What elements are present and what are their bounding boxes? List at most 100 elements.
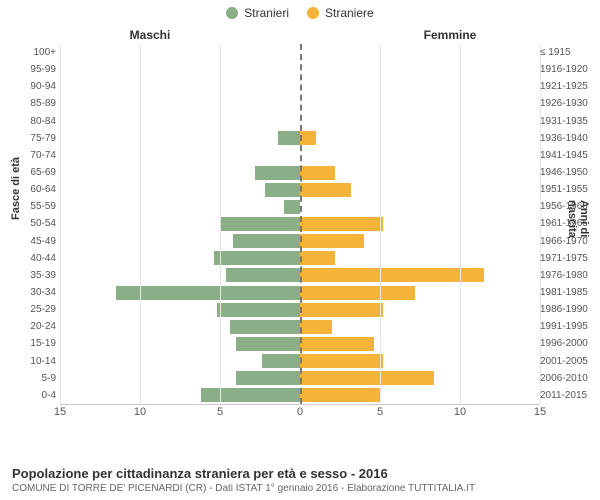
y-tick-age: 95-99 xyxy=(22,61,56,78)
y-tick-birth: 1951-1955 xyxy=(540,181,598,198)
bar-female xyxy=(300,337,374,351)
y-tick-birth: 1996-2000 xyxy=(540,335,598,352)
y-axis-left-title: Fasce di età xyxy=(10,157,22,220)
x-axis-line xyxy=(60,404,540,405)
y-tick-birth: 1966-1970 xyxy=(540,233,598,250)
y-tick-age: 10-14 xyxy=(22,353,56,370)
y-tick-birth: 1981-1985 xyxy=(540,284,598,301)
bar-male xyxy=(220,217,300,231)
legend-label-female: Straniere xyxy=(325,6,374,20)
bar-male xyxy=(226,268,300,282)
population-pyramid-chart: Stranieri Straniere Maschi Femmine Fasce… xyxy=(0,0,600,500)
legend-swatch-female xyxy=(307,7,319,19)
male-bars xyxy=(60,44,300,404)
y-tick-age: 75-79 xyxy=(22,130,56,147)
bar-female xyxy=(300,251,335,265)
y-tick-age: 35-39 xyxy=(22,267,56,284)
gridline xyxy=(460,44,461,404)
chart-title: Popolazione per cittadinanza straniera p… xyxy=(12,466,588,481)
y-tick-age: 45-49 xyxy=(22,233,56,250)
bar-female xyxy=(300,303,383,317)
y-tick-birth: 1986-1990 xyxy=(540,301,598,318)
y-tick-age: 65-69 xyxy=(22,164,56,181)
plot-area: 15105051015 xyxy=(60,44,540,424)
x-tick: 0 xyxy=(297,406,303,418)
x-tick: 15 xyxy=(534,406,546,418)
legend-item-female: Straniere xyxy=(307,6,374,20)
y-tick-age: 55-59 xyxy=(22,198,56,215)
header-female: Femmine xyxy=(300,28,600,42)
legend-item-male: Stranieri xyxy=(226,6,289,20)
y-tick-age: 40-44 xyxy=(22,250,56,267)
chart-footer: Popolazione per cittadinanza straniera p… xyxy=(12,466,588,494)
y-tick-age: 25-29 xyxy=(22,301,56,318)
y-tick-birth: ≤ 1915 xyxy=(540,44,598,61)
bar-female xyxy=(300,131,316,145)
gridline xyxy=(140,44,141,404)
bar-female xyxy=(300,354,383,368)
x-tick: 10 xyxy=(454,406,466,418)
bar-male xyxy=(201,388,300,402)
bar-female xyxy=(300,320,332,334)
y-tick-birth: 1971-1975 xyxy=(540,250,598,267)
y-tick-birth: 1941-1945 xyxy=(540,147,598,164)
bar-female xyxy=(300,268,484,282)
y-tick-age: 85-89 xyxy=(22,95,56,112)
y-tick-birth: 1926-1930 xyxy=(540,95,598,112)
x-tick: 15 xyxy=(54,406,66,418)
bar-male xyxy=(116,286,300,300)
bar-female xyxy=(300,183,351,197)
bar-male xyxy=(233,234,300,248)
bar-male xyxy=(214,251,300,265)
x-tick: 5 xyxy=(217,406,223,418)
gridline xyxy=(380,44,381,404)
bar-male xyxy=(230,320,300,334)
x-tick: 10 xyxy=(134,406,146,418)
bar-female xyxy=(300,217,383,231)
x-tick: 5 xyxy=(377,406,383,418)
y-tick-birth: 2001-2005 xyxy=(540,353,598,370)
y-tick-birth: 1991-1995 xyxy=(540,318,598,335)
column-headers: Maschi Femmine xyxy=(0,28,600,42)
female-bars xyxy=(300,44,540,404)
y-tick-age: 70-74 xyxy=(22,147,56,164)
gridline xyxy=(220,44,221,404)
bar-male xyxy=(255,166,300,180)
y-tick-age: 30-34 xyxy=(22,284,56,301)
y-tick-birth: 1956-1960 xyxy=(540,198,598,215)
y-tick-birth: 1946-1950 xyxy=(540,164,598,181)
y-tick-birth: 1931-1935 xyxy=(540,113,598,130)
center-axis-line xyxy=(300,44,302,404)
gridline xyxy=(60,44,61,404)
y-tick-birth: 1961-1965 xyxy=(540,215,598,232)
legend-label-male: Stranieri xyxy=(244,6,289,20)
bar-male xyxy=(236,337,300,351)
y-tick-birth: 1936-1940 xyxy=(540,130,598,147)
y-tick-birth: 1916-1920 xyxy=(540,61,598,78)
y-tick-birth: 2011-2015 xyxy=(540,387,598,404)
y-tick-birth: 2006-2010 xyxy=(540,370,598,387)
y-tick-age: 20-24 xyxy=(22,318,56,335)
bar-female xyxy=(300,371,434,385)
bar-male xyxy=(278,131,300,145)
bar-female xyxy=(300,388,380,402)
legend-swatch-male xyxy=(226,7,238,19)
bar-male xyxy=(236,371,300,385)
bar-male xyxy=(284,200,300,214)
header-male: Maschi xyxy=(0,28,300,42)
y-tick-birth: 1976-1980 xyxy=(540,267,598,284)
y-tick-birth: 1921-1925 xyxy=(540,78,598,95)
y-tick-age: 90-94 xyxy=(22,78,56,95)
chart-subtitle: COMUNE DI TORRE DE' PICENARDI (CR) - Dat… xyxy=(12,483,588,494)
bar-male xyxy=(265,183,300,197)
bar-female xyxy=(300,286,415,300)
y-tick-age: 5-9 xyxy=(22,370,56,387)
bar-male xyxy=(217,303,300,317)
bar-male xyxy=(262,354,300,368)
bar-female xyxy=(300,234,364,248)
y-tick-age: 80-84 xyxy=(22,113,56,130)
legend: Stranieri Straniere xyxy=(0,0,600,22)
y-tick-age: 15-19 xyxy=(22,335,56,352)
y-tick-age: 60-64 xyxy=(22,181,56,198)
y-tick-age: 100+ xyxy=(22,44,56,61)
